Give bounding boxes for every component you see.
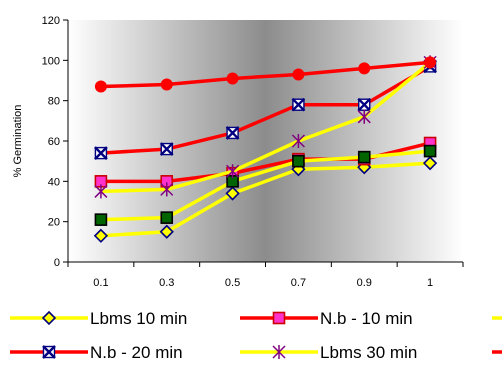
legend-marker [41, 310, 57, 326]
series-line [100, 60, 431, 89]
data-point [292, 68, 305, 81]
y-axis-title: % Germination [12, 105, 24, 178]
x-tick-label: 1 [427, 277, 433, 289]
series-line [100, 64, 431, 155]
legend-label: Lbms 10 min [90, 309, 187, 328]
data-point [94, 80, 107, 93]
legend-label: N.b - 20 min [90, 343, 183, 362]
data-point [292, 154, 305, 168]
data-point [226, 72, 239, 85]
data-point [357, 97, 372, 112]
data-point [93, 228, 109, 243]
data-point [160, 182, 174, 197]
data-point [291, 134, 305, 148]
data-point [160, 78, 173, 91]
legend-item [492, 316, 502, 320]
legend-item: Lbms 30 min [240, 343, 417, 362]
y-tick-label: 40 [48, 176, 60, 188]
legend-marker [272, 345, 286, 359]
data-point [159, 142, 174, 156]
legend-label: N.b - 10 min [320, 309, 413, 328]
data-point [225, 126, 240, 140]
x-tick-label: 0.1 [93, 277, 108, 289]
plot-area [68, 20, 463, 262]
series-line [100, 61, 432, 194]
y-tick-label: 0 [54, 257, 60, 269]
data-point [423, 144, 437, 158]
data-point [357, 109, 371, 124]
y-tick-label: 120 [42, 15, 60, 27]
legend-item [492, 350, 502, 354]
data-point [357, 150, 371, 164]
x-tick-label: 0.9 [357, 277, 372, 289]
x-tick-label: 0.3 [159, 277, 174, 289]
series-3 [94, 144, 437, 226]
data-point [160, 211, 174, 224]
legend-label: Lbms 30 min [320, 343, 417, 362]
data-point [225, 186, 240, 201]
legend-marker [42, 345, 56, 359]
series-line [100, 161, 431, 238]
y-tick-label: 80 [48, 96, 60, 108]
y-tick-label: 60 [48, 136, 60, 148]
data-point [226, 164, 240, 179]
series-line [100, 149, 431, 222]
data-point [94, 146, 108, 160]
data-point [159, 224, 174, 239]
data-point [422, 156, 438, 171]
legend-marker [272, 311, 286, 325]
series-1 [93, 156, 438, 243]
series-6 [94, 56, 437, 93]
y-tick-label: 100 [42, 55, 60, 67]
y-tick-label: 20 [48, 217, 60, 229]
data-point [94, 213, 108, 226]
data-point [424, 56, 437, 69]
data-point [291, 97, 306, 112]
legend-item: N.b - 20 min [10, 343, 183, 362]
legend-item: N.b - 10 min [240, 309, 413, 328]
x-tick-label: 0.7 [291, 277, 306, 289]
legend-item: Lbms 10 min [10, 309, 187, 328]
data-point [94, 184, 108, 199]
data-point [358, 62, 371, 75]
x-tick-label: 0.5 [225, 277, 240, 289]
